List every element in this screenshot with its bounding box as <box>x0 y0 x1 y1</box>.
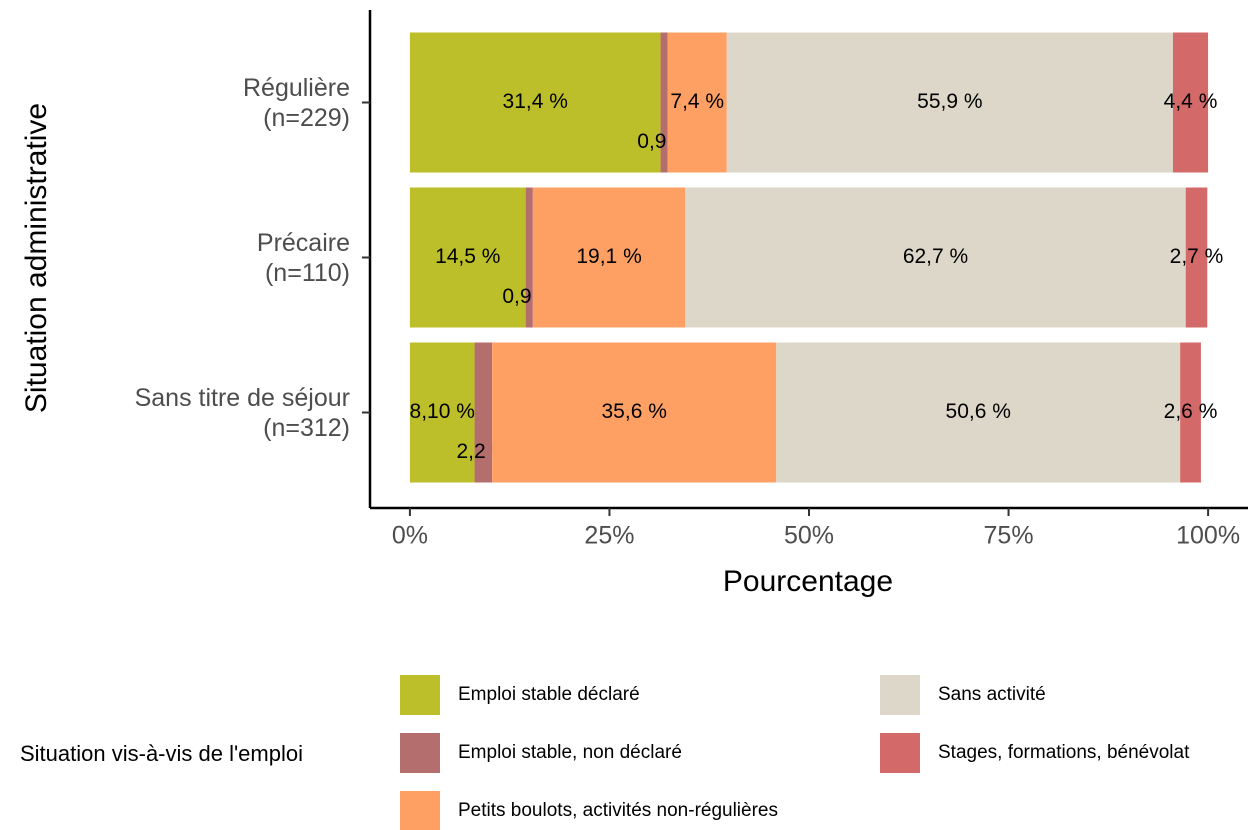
bar-segment <box>1180 342 1201 483</box>
bar-segment <box>667 32 727 173</box>
bar-segment <box>1172 32 1209 173</box>
legend-label: Stages, formations, bénévolat <box>938 742 1190 763</box>
data-label: 2,7 % <box>1170 245 1224 268</box>
legend-title: Situation vis-à-vis de l'emploi <box>20 741 303 766</box>
data-label: 31,4 % <box>503 90 568 113</box>
bar-segment <box>1185 187 1208 328</box>
bar-segment <box>685 187 1186 328</box>
data-label: 50,6 % <box>946 400 1011 423</box>
legend-label: Emploi stable, non déclaré <box>458 742 682 763</box>
legend-key <box>880 675 920 715</box>
y-tick-label: Précaire (n=110) <box>256 228 350 287</box>
x-axis-title: Pourcentage <box>723 565 893 598</box>
data-label: 19,1 % <box>576 245 641 268</box>
legend-key <box>400 675 440 715</box>
data-label: 4,4 % <box>1164 90 1218 113</box>
x-tick-label: 100% <box>1176 522 1240 550</box>
legend-label: Sans activité <box>938 684 1046 705</box>
x-tick-label: 75% <box>984 522 1034 550</box>
data-label: 2,6 % <box>1164 400 1218 423</box>
y-axis-title: Situation administrative <box>20 103 53 413</box>
bar-segment <box>474 342 493 483</box>
bar-segment <box>409 342 475 483</box>
legend-key <box>400 791 440 830</box>
y-tick-label: Sans titre de séjour (n=312) <box>134 383 350 442</box>
bar-segment <box>409 32 661 173</box>
legend-key <box>880 733 920 773</box>
data-label: 35,6 % <box>602 400 667 423</box>
data-label: 55,9 % <box>917 90 982 113</box>
bar-segment <box>776 342 1181 483</box>
x-tick-label: 0% <box>392 522 428 550</box>
bar-segment <box>532 187 686 328</box>
bar-segment <box>492 342 777 483</box>
x-tick-label: 25% <box>584 522 634 550</box>
bar-segment <box>726 32 1173 173</box>
data-label: 8,10 % <box>410 400 475 423</box>
legend-label: Petits boulots, activités non-régulières <box>458 800 778 821</box>
legend-label: Emploi stable déclaré <box>458 684 640 705</box>
bar-segment <box>525 187 533 328</box>
y-tick-label: Régulière (n=229) <box>242 73 350 132</box>
data-label: 62,7 % <box>903 245 968 268</box>
bar-segment <box>409 187 526 328</box>
bar-segment <box>660 32 668 173</box>
data-label: 7,4 % <box>670 90 724 113</box>
legend-key <box>400 733 440 773</box>
x-tick-label: 50% <box>784 522 834 550</box>
data-label: 14,5 % <box>435 245 500 268</box>
